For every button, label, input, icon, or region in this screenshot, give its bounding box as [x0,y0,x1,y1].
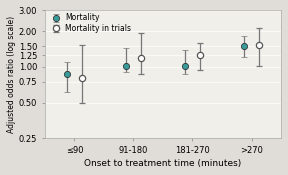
X-axis label: Onset to treatment time (minutes): Onset to treatment time (minutes) [84,159,242,168]
Legend: Mortality, Mortality in trials: Mortality, Mortality in trials [47,13,132,34]
Y-axis label: Adjusted odds ratio (log scale): Adjusted odds ratio (log scale) [7,16,16,133]
